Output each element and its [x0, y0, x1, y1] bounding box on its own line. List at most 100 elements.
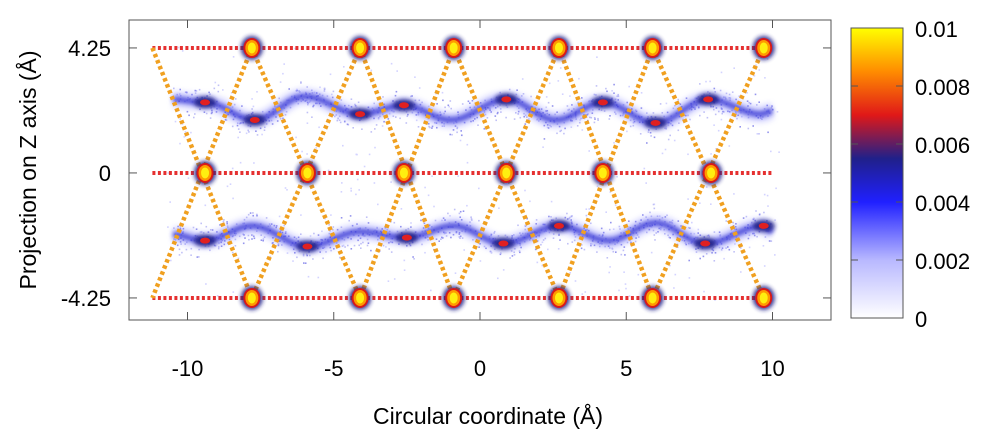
band-peak-core: [401, 234, 412, 241]
density-pixel: [330, 249, 332, 252]
density-pixel: [205, 283, 207, 285]
density-pixel: [703, 290, 705, 293]
density-pixel: [755, 64, 757, 66]
density-pixel: [618, 289, 620, 292]
density-pixel: [710, 203, 712, 205]
hotspot-core: [707, 167, 716, 179]
density-pixel: [447, 104, 450, 107]
density-pixel: [518, 250, 521, 252]
density-pixel: [252, 212, 254, 214]
density-pixel: [332, 226, 335, 228]
density-pixel: [350, 98, 353, 100]
density-pixel: [177, 46, 180, 49]
density-pixel: [430, 289, 432, 292]
density-pixel: [338, 119, 341, 121]
density-pixel: [688, 277, 691, 279]
density-pixel: [728, 248, 731, 251]
density-pixel: [566, 105, 569, 107]
density-pixel: [567, 242, 569, 245]
density-pixel: [594, 118, 596, 120]
density-pixel: [219, 224, 221, 226]
density-pixel: [263, 129, 266, 131]
density-pixel: [442, 217, 445, 219]
density-pixel: [284, 187, 287, 189]
density-pixel: [593, 93, 596, 96]
density-pixel: [242, 242, 245, 245]
density-pixel: [774, 219, 776, 221]
density-pixel: [542, 146, 544, 148]
density-pixel: [196, 256, 199, 258]
density-pixel: [307, 275, 310, 278]
density-pixel: [655, 232, 657, 234]
density-pixel: [583, 248, 586, 251]
density-pixel: [497, 111, 499, 114]
density-pixel: [434, 219, 437, 222]
density-pixel: [332, 90, 335, 93]
density-pixel: [450, 107, 452, 110]
density-pixel: [192, 226, 195, 229]
density-pixel: [550, 216, 552, 218]
density-pixel: [715, 148, 717, 150]
density-pixel: [519, 116, 522, 119]
density-pixel: [466, 161, 469, 164]
hotspot-core: [759, 42, 768, 54]
density-pixel: [678, 122, 680, 124]
density-pixel: [256, 213, 258, 216]
density-pixel: [613, 83, 615, 86]
density-pixel: [216, 295, 219, 297]
band-peak-core: [355, 111, 366, 118]
density-pixel: [714, 113, 717, 116]
density-pixel: [583, 117, 586, 120]
band-peak-core: [700, 240, 711, 247]
density-pixel: [494, 115, 497, 117]
density-pixel: [306, 254, 308, 257]
density-pixel: [170, 259, 172, 262]
density-pixel: [358, 189, 360, 191]
density-pixel: [758, 101, 760, 103]
density-pixel: [204, 204, 207, 207]
density-pixel: [410, 222, 412, 224]
density-pixel: [428, 125, 430, 128]
density-pixel: [624, 283, 627, 285]
density-pixel: [557, 248, 560, 250]
density-pixel: [768, 240, 771, 242]
density-pixel: [451, 133, 453, 136]
density-pixel: [666, 214, 668, 217]
density-pixel: [232, 56, 235, 58]
density-pixel: [677, 129, 680, 132]
colorbar-tick-label: 0.004: [915, 191, 970, 216]
density-pixel: [502, 269, 505, 271]
density-pixel: [309, 254, 311, 257]
density-pixel: [223, 219, 225, 221]
density-pixel: [466, 204, 468, 207]
band-peak-core: [302, 243, 313, 250]
density-pixel: [448, 105, 450, 108]
density-pixel: [388, 248, 390, 250]
density-pixel: [665, 102, 668, 105]
density-pixel: [207, 231, 210, 233]
density-pixel: [309, 235, 312, 237]
density-pixel: [548, 215, 550, 218]
density-pixel: [500, 252, 502, 254]
density-pixel: [595, 94, 597, 96]
density-pixel: [343, 66, 345, 68]
density-pixel: [427, 194, 430, 197]
density-pixel: [229, 183, 232, 185]
density-pixel: [758, 69, 761, 71]
density-pixel: [262, 238, 265, 240]
density-pixel: [650, 135, 652, 137]
density-pixel: [490, 252, 493, 254]
density-pixel: [333, 248, 335, 250]
density-pixel: [536, 261, 539, 264]
density-pixel: [611, 247, 613, 250]
density-pixel: [608, 118, 611, 120]
density-pixel: [403, 269, 406, 271]
density-pixel: [392, 115, 395, 117]
density-pixel: [328, 224, 330, 226]
density-pixel: [382, 96, 384, 98]
density-pixel: [181, 123, 184, 125]
density-pixel: [645, 182, 647, 184]
density-pixel: [251, 108, 253, 110]
density-pixel: [752, 125, 754, 127]
band-peak-core: [200, 99, 211, 106]
